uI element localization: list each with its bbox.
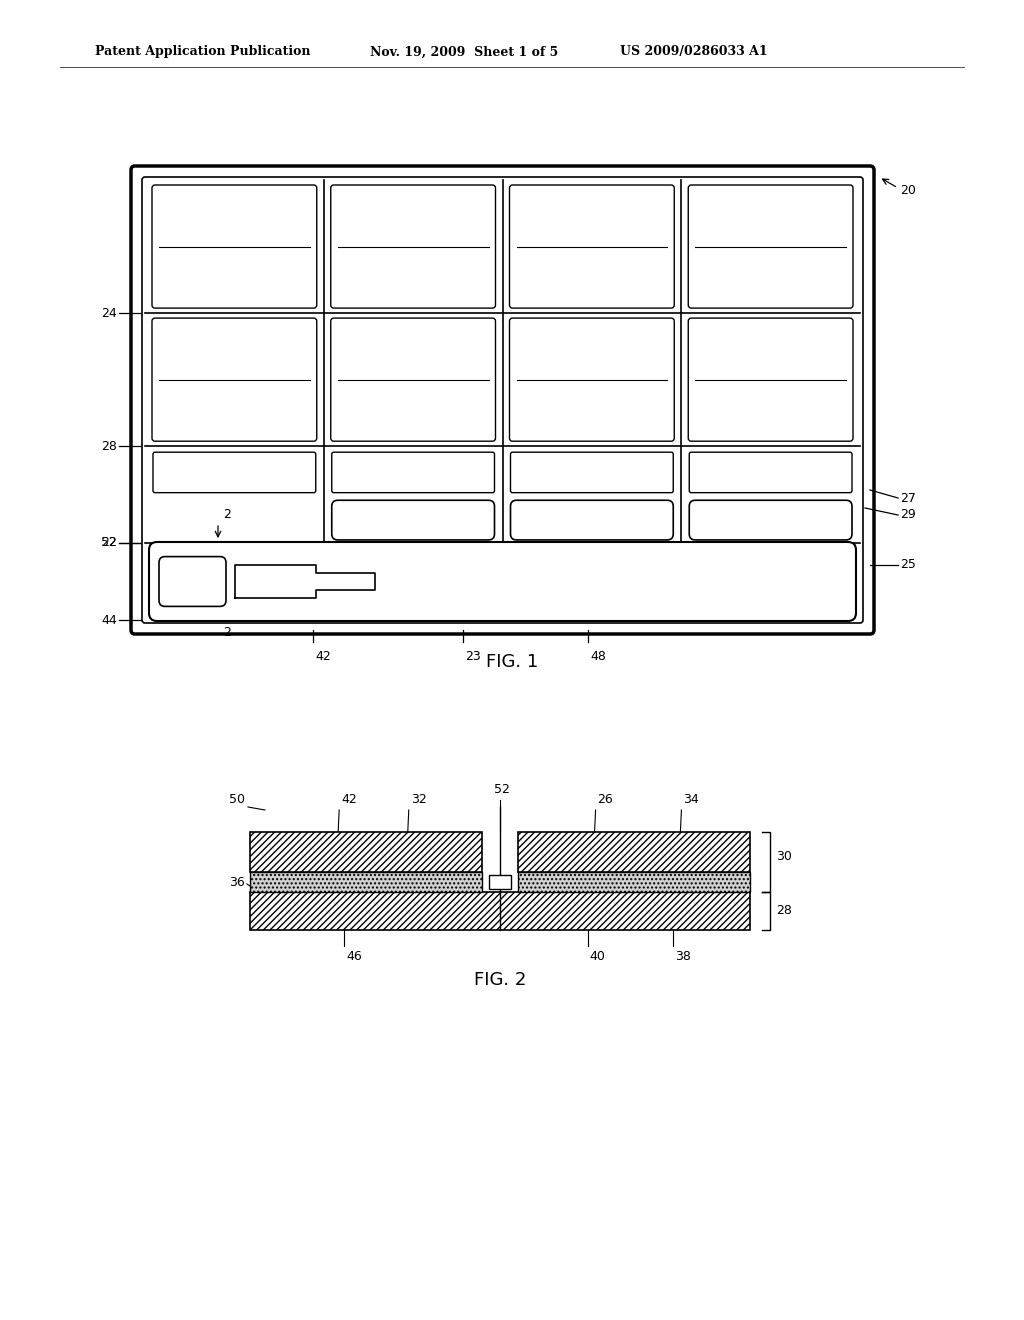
Text: 48: 48 — [590, 649, 606, 663]
Text: 36: 36 — [229, 875, 245, 888]
Bar — [518, 873, 750, 892]
FancyBboxPatch shape — [688, 185, 853, 308]
FancyBboxPatch shape — [152, 185, 316, 308]
Text: 2: 2 — [223, 508, 230, 521]
Text: Nov. 19, 2009  Sheet 1 of 5: Nov. 19, 2009 Sheet 1 of 5 — [370, 45, 558, 58]
FancyBboxPatch shape — [159, 557, 226, 606]
Text: 23: 23 — [465, 649, 480, 663]
Bar — [250, 832, 482, 873]
FancyBboxPatch shape — [511, 500, 673, 540]
Text: US 2009/0286033 A1: US 2009/0286033 A1 — [620, 45, 768, 58]
FancyBboxPatch shape — [153, 453, 315, 492]
Text: 32: 32 — [411, 793, 427, 807]
Text: 44: 44 — [101, 614, 117, 627]
Text: 22: 22 — [101, 536, 117, 549]
Text: 25: 25 — [900, 558, 915, 572]
Text: 26: 26 — [598, 793, 613, 807]
Text: 52: 52 — [101, 536, 117, 549]
Bar — [489, 875, 511, 888]
Text: FIG. 1: FIG. 1 — [485, 653, 539, 671]
Text: 46: 46 — [346, 950, 362, 964]
FancyBboxPatch shape — [511, 453, 673, 492]
FancyBboxPatch shape — [150, 543, 856, 620]
Text: Patent Application Publication: Patent Application Publication — [95, 45, 310, 58]
Bar — [250, 873, 482, 892]
Bar — [518, 832, 750, 873]
Text: 26: 26 — [820, 384, 836, 396]
Text: 28: 28 — [776, 904, 792, 917]
FancyBboxPatch shape — [332, 453, 495, 492]
Text: 38: 38 — [676, 950, 691, 964]
Text: FIG. 2: FIG. 2 — [474, 972, 526, 989]
Text: 52: 52 — [494, 783, 510, 796]
Text: 40: 40 — [590, 950, 605, 964]
FancyBboxPatch shape — [142, 177, 863, 623]
Text: 29: 29 — [900, 508, 915, 521]
FancyBboxPatch shape — [689, 453, 852, 492]
Text: 2: 2 — [223, 626, 230, 639]
FancyBboxPatch shape — [331, 185, 496, 308]
Bar — [250, 892, 750, 931]
Text: 42: 42 — [315, 649, 331, 663]
Text: 30: 30 — [776, 850, 792, 863]
FancyBboxPatch shape — [689, 500, 852, 540]
FancyBboxPatch shape — [510, 318, 674, 441]
Text: 42: 42 — [341, 793, 357, 807]
FancyBboxPatch shape — [131, 166, 874, 634]
FancyBboxPatch shape — [331, 318, 496, 441]
FancyBboxPatch shape — [332, 500, 495, 540]
Text: 27: 27 — [900, 491, 915, 504]
Text: 20: 20 — [900, 183, 915, 197]
FancyBboxPatch shape — [688, 318, 853, 441]
FancyBboxPatch shape — [510, 185, 674, 308]
Text: 34: 34 — [683, 793, 699, 807]
Text: 50: 50 — [229, 793, 245, 807]
FancyBboxPatch shape — [152, 318, 316, 441]
Text: 24: 24 — [101, 306, 117, 319]
Text: 28: 28 — [101, 440, 117, 453]
